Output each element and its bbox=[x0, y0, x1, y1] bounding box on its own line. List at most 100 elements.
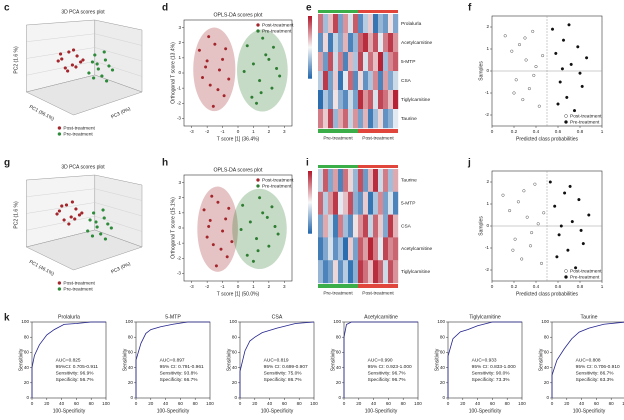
point bbox=[73, 217, 77, 221]
x-tick-label: 60 bbox=[386, 401, 392, 406]
point bbox=[501, 193, 505, 197]
heat-cell bbox=[353, 260, 359, 284]
heat-cell bbox=[318, 52, 324, 72]
point bbox=[245, 44, 249, 48]
heat-cell bbox=[338, 169, 344, 192]
y-tick-label: 2 bbox=[486, 24, 489, 29]
legend-label: Pre-treatment bbox=[262, 28, 292, 34]
annotation: AUC=0.897 bbox=[160, 357, 185, 363]
x-tick-label: 80 bbox=[505, 401, 511, 406]
y-tick-label: 0 bbox=[546, 395, 549, 400]
heat-cell bbox=[368, 260, 374, 284]
heat-cell bbox=[348, 169, 354, 192]
x-axis-label: 100-Specificity bbox=[261, 408, 294, 414]
heat-cell bbox=[373, 14, 379, 34]
heat-cell bbox=[318, 191, 324, 215]
point bbox=[71, 48, 76, 52]
heat-cell bbox=[323, 14, 329, 34]
heat-cell bbox=[343, 109, 349, 129]
chart-title: Acetylcarnitine bbox=[364, 314, 398, 320]
legend-label: Post-treatment bbox=[570, 113, 602, 119]
y-tick-label: 60 bbox=[440, 350, 446, 355]
point bbox=[95, 225, 99, 229]
point bbox=[580, 84, 584, 88]
point bbox=[523, 36, 527, 40]
x-tick-label: 20 bbox=[44, 401, 50, 406]
point bbox=[55, 212, 59, 216]
heat-cell bbox=[388, 14, 394, 34]
y-tick-label: -1 bbox=[177, 240, 182, 245]
heat-cell bbox=[388, 260, 394, 284]
point bbox=[251, 259, 255, 263]
point bbox=[239, 227, 243, 232]
y-tick-label: 80 bbox=[544, 334, 550, 339]
y-tick-label: 1 bbox=[178, 210, 181, 215]
row-label: Prolalurla bbox=[401, 21, 422, 27]
heat-cell bbox=[328, 90, 334, 110]
y-tick-label: -1 bbox=[485, 90, 490, 95]
point bbox=[561, 38, 566, 42]
y-axis-label: Samples bbox=[478, 216, 484, 236]
point bbox=[205, 59, 209, 63]
heat-cell bbox=[378, 169, 384, 192]
point bbox=[242, 69, 246, 74]
wall-grid bbox=[26, 216, 95, 231]
y-tick-label: -2 bbox=[485, 112, 490, 117]
group-bar bbox=[318, 129, 358, 133]
point bbox=[541, 54, 545, 58]
point bbox=[81, 58, 85, 62]
point bbox=[521, 98, 525, 102]
x-tick-label: 100 bbox=[518, 401, 526, 406]
point bbox=[207, 35, 211, 39]
y-tick-label: 20 bbox=[336, 380, 342, 385]
y-tick-label: 100 bbox=[229, 319, 237, 324]
point bbox=[208, 218, 212, 222]
heat-cell bbox=[363, 52, 369, 72]
point bbox=[90, 234, 95, 238]
chart-title: OPLS-DA scores plot bbox=[213, 12, 263, 18]
annotation: Specificity: 66.7% bbox=[160, 377, 199, 383]
point bbox=[508, 209, 512, 213]
row-label: Tiglylcarnitine bbox=[401, 269, 430, 275]
point bbox=[531, 29, 535, 33]
annotation: 95% CI: 0.791-0.961 bbox=[160, 364, 204, 370]
point bbox=[534, 65, 538, 69]
heat-cell bbox=[333, 214, 339, 238]
point bbox=[259, 91, 263, 95]
heat-cell bbox=[318, 14, 324, 34]
heat-cell bbox=[373, 90, 379, 110]
point bbox=[62, 218, 66, 222]
y-tick-label: 20 bbox=[232, 380, 238, 385]
point bbox=[214, 264, 218, 268]
point bbox=[553, 204, 557, 208]
legend-marker bbox=[57, 126, 62, 130]
y-axis-label: PC2 (1.6 %) bbox=[13, 46, 19, 74]
y-tick-label: 0 bbox=[130, 395, 133, 400]
roc-curve bbox=[239, 321, 315, 398]
point bbox=[267, 57, 271, 61]
heat-cell bbox=[333, 14, 339, 34]
point bbox=[563, 191, 567, 195]
point bbox=[57, 209, 62, 213]
legend-label: Post-treatment bbox=[63, 125, 95, 131]
y-tick-label: 0 bbox=[442, 395, 445, 400]
point bbox=[527, 87, 531, 91]
x-axis-label: Predicted class probabilities bbox=[516, 291, 578, 297]
y-tick-label: 80 bbox=[440, 334, 446, 339]
point bbox=[512, 91, 516, 95]
group-bar bbox=[358, 284, 398, 288]
y-tick-label: 20 bbox=[24, 380, 30, 385]
heat-cell bbox=[373, 109, 379, 129]
y-tick-label: 40 bbox=[336, 365, 342, 370]
heat-cell bbox=[378, 109, 384, 129]
point bbox=[532, 73, 536, 77]
heat-cell bbox=[378, 90, 384, 110]
heat-cell bbox=[378, 260, 384, 284]
y-tick-label: 2 bbox=[178, 195, 181, 200]
point bbox=[254, 101, 259, 105]
annotation: Specificity: 86.7% bbox=[264, 377, 303, 383]
point bbox=[554, 51, 558, 55]
point bbox=[95, 62, 99, 66]
heat-cell bbox=[368, 237, 374, 261]
heat-cell bbox=[393, 191, 399, 215]
